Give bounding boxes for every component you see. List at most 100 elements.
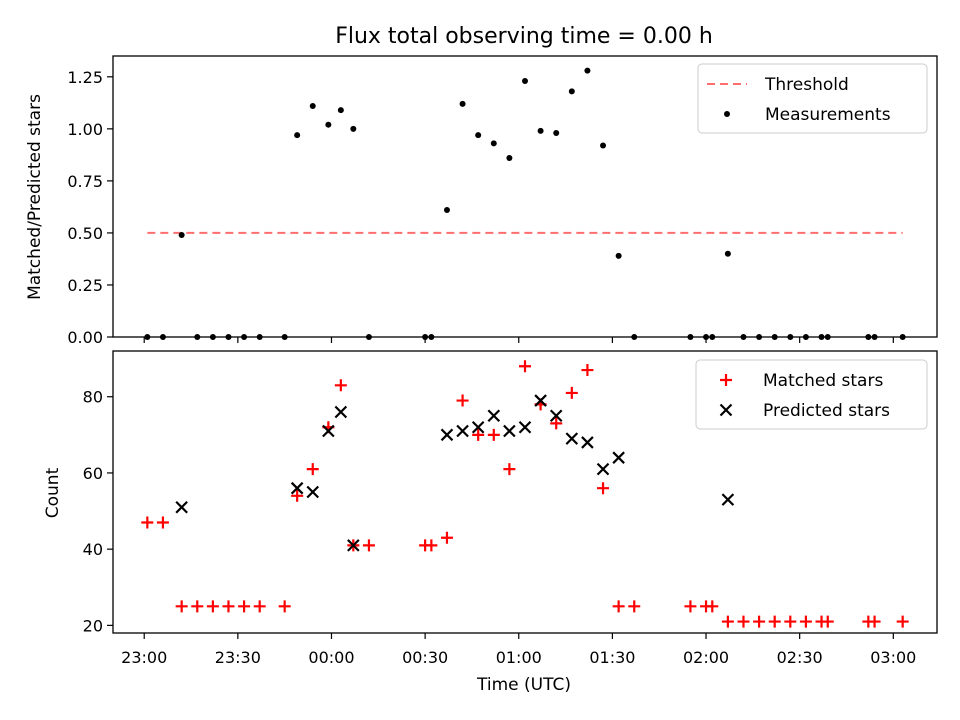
predicted-point-16: [596, 462, 610, 476]
measurement-point-34: [740, 334, 747, 340]
matched-point-34: [737, 615, 750, 628]
measurement-point-14: [365, 334, 372, 340]
bottom-legend: Matched stars Predicted stars: [695, 359, 928, 430]
matched-point-30: [684, 600, 697, 613]
measurement-point-13: [350, 125, 357, 132]
matched-point-36: [768, 615, 781, 628]
measurement-point-11: [325, 121, 332, 128]
measurement-point-9: [294, 132, 301, 139]
measurement-point-16: [428, 334, 435, 340]
measurement-point-12: [337, 107, 344, 114]
matched-point-25: [565, 386, 578, 399]
predicted-point-1: [290, 481, 304, 495]
matched-point-27: [597, 482, 610, 495]
measurement-point-32: [709, 334, 716, 340]
matched-point-24: [550, 417, 563, 430]
measurement-point-36: [771, 334, 778, 340]
top-axes-frame: [112, 55, 938, 338]
chart-title: Flux total observing time = 0.00 h: [335, 24, 713, 49]
legend-measurements-swatch: [724, 111, 730, 117]
matched-point-6: [238, 600, 251, 613]
measurement-point-31: [703, 334, 710, 340]
matched-point-42: [868, 615, 881, 628]
measurement-point-33: [724, 250, 731, 257]
legend-predicted-swatch: [719, 403, 733, 417]
top-ylabel: Matched/Predicted stars: [25, 94, 45, 300]
legend-predicted-label: Predicted stars: [763, 401, 890, 421]
bottom-xtick-label-3: 00:30: [402, 648, 448, 667]
matched-point-2: [175, 600, 188, 613]
bottom-legend-frame: [695, 359, 928, 430]
predicted-point-11: [518, 420, 532, 434]
predicted-point-12: [534, 394, 547, 407]
matched-point-18: [456, 394, 469, 407]
bottom-ylabel: Count: [43, 467, 63, 518]
measurement-point-21: [506, 154, 513, 161]
matched-point-20: [487, 428, 500, 441]
matched-point-29: [628, 600, 641, 613]
predicted-point-8: [471, 420, 485, 434]
bottom-xtick-label-5: 01:30: [589, 648, 635, 667]
matched-point-37: [784, 615, 797, 628]
measurement-point-39: [818, 334, 825, 340]
legend-threshold-label: Threshold: [764, 75, 849, 95]
legend-measurements-label: Measurements: [765, 105, 891, 125]
measurement-point-7: [256, 334, 263, 340]
bottom-ytick-label-0: 20: [83, 616, 103, 635]
measurement-point-5: [225, 334, 232, 340]
bottom-axes-frame: [112, 350, 938, 634]
matched-point-19: [472, 428, 485, 441]
bottom-xtick-label-6: 02:00: [683, 648, 729, 667]
bottom-xtick-label-0: 23:00: [121, 648, 167, 667]
measurement-point-18: [459, 100, 466, 107]
matched-point-14: [362, 539, 375, 552]
matched-point-21: [503, 463, 516, 476]
x-axis-label: Time (UTC): [476, 675, 571, 695]
matched-point-3: [191, 600, 204, 613]
measurement-point-2: [178, 232, 185, 239]
predicted-point-2: [306, 485, 320, 499]
matched-point-40: [821, 615, 834, 628]
top-ytick-label-3: 0.75: [67, 172, 103, 191]
predicted-point-15: [581, 436, 594, 449]
matched-point-38: [799, 615, 812, 628]
bottom-xtick-label-2: 00:00: [308, 648, 354, 667]
measurement-point-0: [144, 334, 151, 340]
predicted-point-5: [347, 539, 360, 552]
measurement-point-10: [309, 102, 316, 109]
matched-point-0: [141, 516, 154, 529]
predicted-point-18: [721, 493, 735, 506]
measurement-point-41: [865, 334, 872, 340]
measurement-point-40: [824, 334, 831, 340]
matched-point-43: [896, 615, 909, 628]
top-legend-frame: [697, 63, 928, 134]
predicted-point-0: [175, 500, 188, 514]
measurement-point-43: [899, 334, 906, 340]
measurement-point-29: [631, 334, 638, 340]
legend-matched-label: Matched stars: [763, 371, 883, 391]
legend-matched-swatch: [720, 374, 732, 386]
predicted-point-14: [565, 432, 579, 445]
measurement-point-24: [553, 130, 560, 137]
predicted-point-7: [456, 424, 469, 438]
measurement-point-25: [568, 88, 575, 95]
bottom-ytick-label-2: 60: [83, 464, 103, 483]
measurement-point-27: [600, 142, 607, 149]
panel-counts: 20 40 60 80 23:00 23:30 00:00 00:30 01:00 01:30 02…: [83, 350, 938, 667]
top-ytick-label-1: 0.25: [67, 276, 103, 295]
bottom-xtick-label-7: 02:30: [777, 648, 823, 667]
measurement-point-22: [522, 77, 528, 84]
matched-point-26: [581, 364, 594, 377]
measurement-point-37: [787, 334, 794, 340]
measurement-point-20: [490, 140, 497, 147]
measurement-point-1: [159, 334, 166, 340]
bottom-ytick-label-1: 40: [83, 540, 103, 559]
bottom-ytick-label-3: 80: [83, 388, 103, 407]
matched-point-8: [278, 600, 291, 613]
matched-point-35: [753, 615, 766, 628]
measurement-point-19: [475, 132, 482, 139]
measurement-point-42: [871, 334, 878, 340]
measurement-point-30: [687, 334, 694, 340]
top-ytick-label-0: 0.00: [67, 328, 103, 347]
